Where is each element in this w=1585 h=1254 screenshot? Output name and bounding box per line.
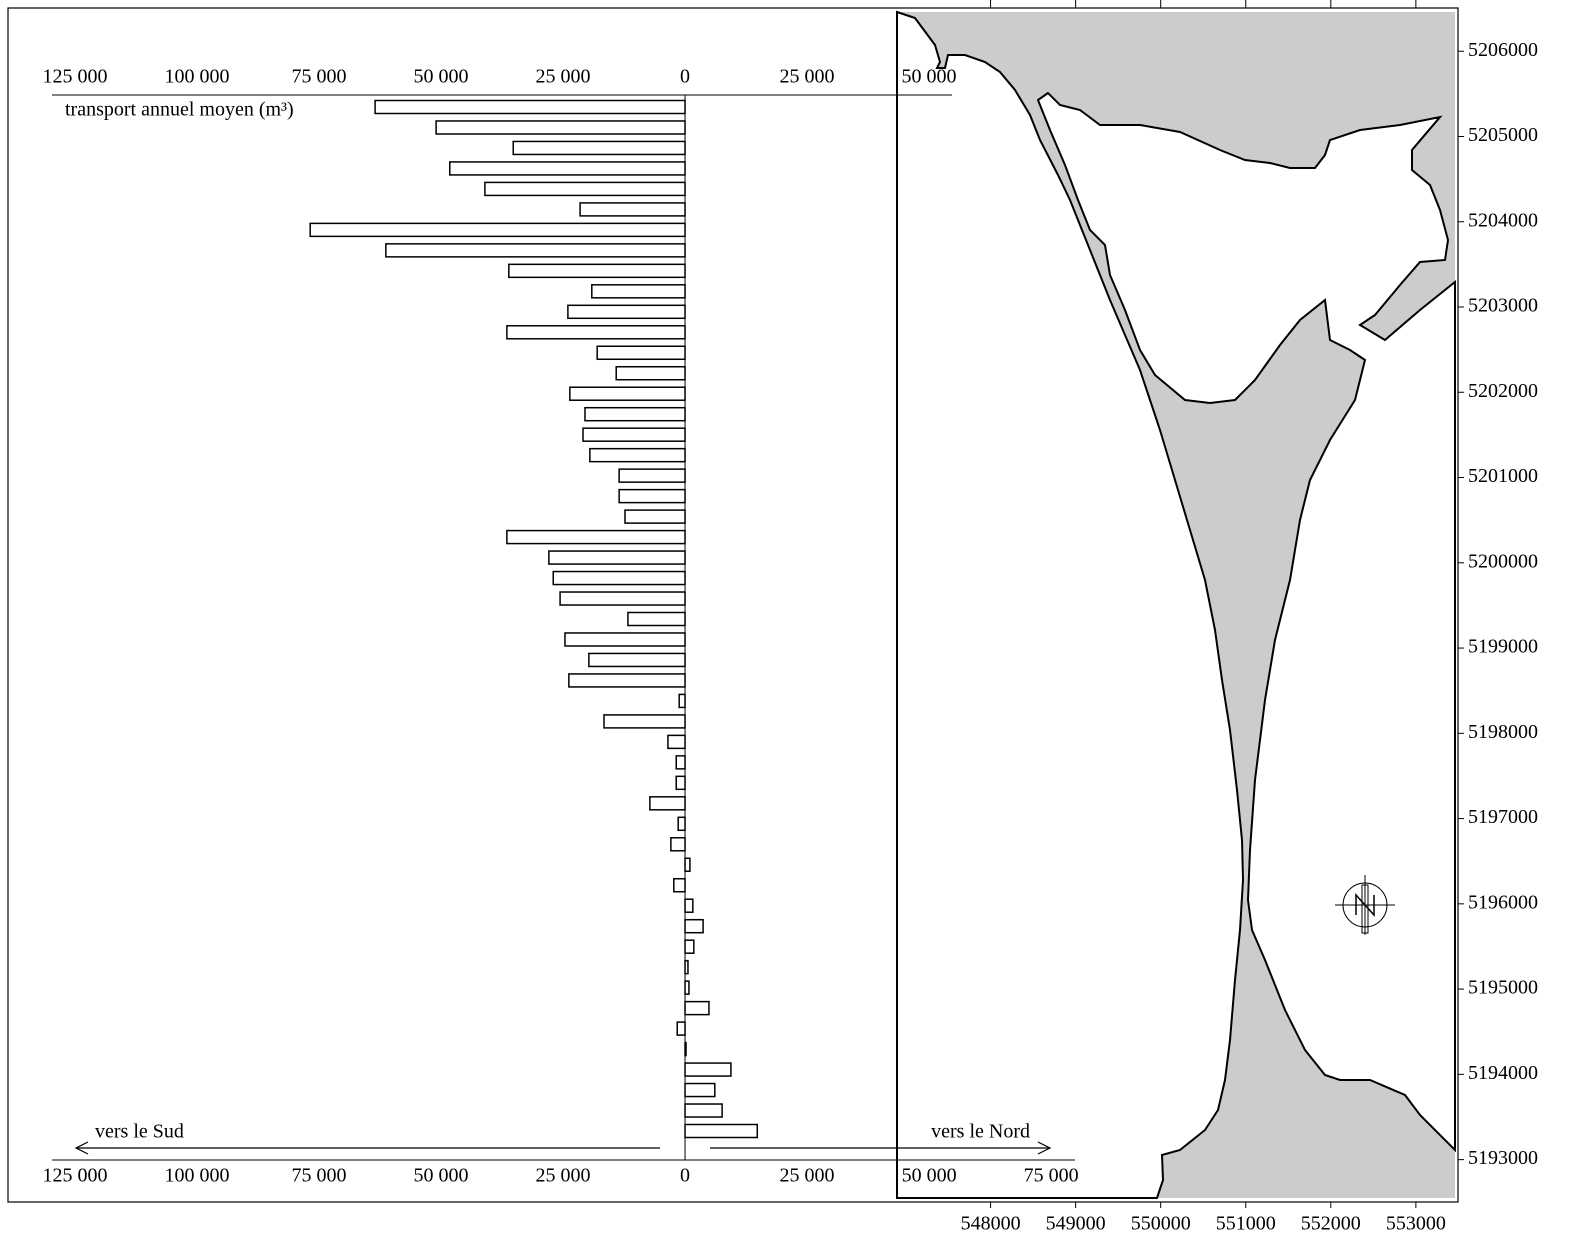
annotation: vers le Nord [931, 1121, 1030, 1143]
bar [567, 304, 686, 320]
west-sea [896, 10, 1245, 1199]
map [896, 10, 1456, 1199]
bar [678, 693, 686, 709]
bar [449, 161, 686, 176]
bar [676, 1021, 686, 1036]
x2-tick-label: 50 000 [902, 66, 957, 88]
bar [677, 816, 686, 832]
x-tick-label: 50 000 [902, 1165, 957, 1187]
y-tick-label: 5204000 [1468, 209, 1538, 231]
bar [596, 345, 686, 361]
x-tick-label: 75 000 [1024, 1165, 1079, 1187]
bar [684, 1041, 687, 1057]
bar [684, 1082, 716, 1098]
bar [675, 755, 686, 770]
x-tick-label: 548000 [961, 1213, 1021, 1235]
bar [582, 427, 686, 442]
bar [508, 263, 686, 279]
bar [591, 284, 686, 299]
x-tick-label: 125 000 [42, 1165, 107, 1187]
arrows [74, 1141, 1052, 1155]
y-tick-label: 5199000 [1468, 636, 1538, 658]
bar [684, 980, 690, 995]
bar [684, 1103, 723, 1118]
bar [559, 591, 686, 606]
x2-tick-label: 75 000 [291, 66, 346, 88]
bar [684, 898, 694, 913]
y-tick-label: 5206000 [1468, 39, 1538, 61]
lagoon [1036, 91, 1456, 1153]
x-tick-label: 550000 [1131, 1213, 1191, 1235]
bar [506, 529, 686, 545]
y-tick-label: 5198000 [1468, 721, 1538, 743]
x-tick-label: 50 000 [413, 1165, 468, 1187]
bar [684, 1062, 732, 1077]
bar [484, 181, 686, 197]
bar [548, 550, 686, 565]
bar [670, 837, 686, 852]
x2-tick-label: 25 000 [536, 66, 591, 88]
bar [552, 570, 686, 586]
y-tick-label: 5194000 [1468, 1062, 1538, 1084]
bar [684, 918, 704, 934]
x-tick-label: 25 000 [536, 1165, 591, 1187]
x2-tick-label: 0 [680, 66, 690, 88]
bar [684, 857, 691, 873]
bar [569, 386, 686, 401]
bar [603, 714, 686, 729]
bar [435, 120, 686, 135]
y-tick-label: 5205000 [1468, 124, 1538, 146]
bar [684, 1123, 759, 1139]
compass [1335, 875, 1395, 935]
x2-tick-label: 50 000 [413, 66, 468, 88]
bar [673, 877, 686, 893]
y-tick-label: 5197000 [1468, 806, 1538, 828]
bar [618, 488, 686, 504]
y-tick-label: 5203000 [1468, 295, 1538, 317]
bar [675, 775, 686, 791]
bar [627, 611, 686, 627]
bar [649, 796, 686, 811]
x-tick-label: 551000 [1216, 1213, 1276, 1235]
y-tick-label: 5196000 [1468, 891, 1538, 913]
y-tick-label: 5193000 [1468, 1147, 1538, 1169]
x-tick-label: 100 000 [164, 1165, 229, 1187]
x-tick-label: 0 [680, 1165, 690, 1187]
bar [568, 673, 686, 688]
annotation: vers le Sud [95, 1121, 184, 1143]
bar [579, 202, 686, 217]
y-tick-label: 5195000 [1468, 977, 1538, 999]
x-tick-label: 25 000 [780, 1165, 835, 1187]
bar [684, 959, 689, 975]
bar [309, 222, 686, 238]
x-tick-label: 75 000 [291, 1165, 346, 1187]
axis-label: transport annuel moyen (m³) [65, 99, 294, 121]
bar [618, 468, 686, 483]
x-tick-label: 549000 [1046, 1213, 1106, 1235]
bar [667, 734, 686, 750]
bar [589, 447, 686, 463]
y-tick-label: 5201000 [1468, 465, 1538, 487]
bar [588, 652, 686, 668]
bar [684, 939, 695, 954]
y-tick-label: 5200000 [1468, 550, 1538, 572]
bar [684, 1000, 710, 1016]
bar [506, 325, 686, 340]
bar [624, 509, 686, 524]
bar [512, 140, 686, 156]
bar [615, 365, 686, 381]
frame [7, 7, 1459, 1203]
bar [564, 632, 686, 647]
x-tick-label: 553000 [1386, 1213, 1446, 1235]
x2-tick-label: 25 000 [780, 66, 835, 88]
bar [385, 243, 686, 258]
y-tick-label: 5202000 [1468, 380, 1538, 402]
bar [584, 406, 686, 422]
bar [374, 99, 686, 115]
x-tick-label: 552000 [1301, 1213, 1361, 1235]
x2-tick-label: 100 000 [164, 66, 229, 88]
x2-tick-label: 125 000 [42, 66, 107, 88]
